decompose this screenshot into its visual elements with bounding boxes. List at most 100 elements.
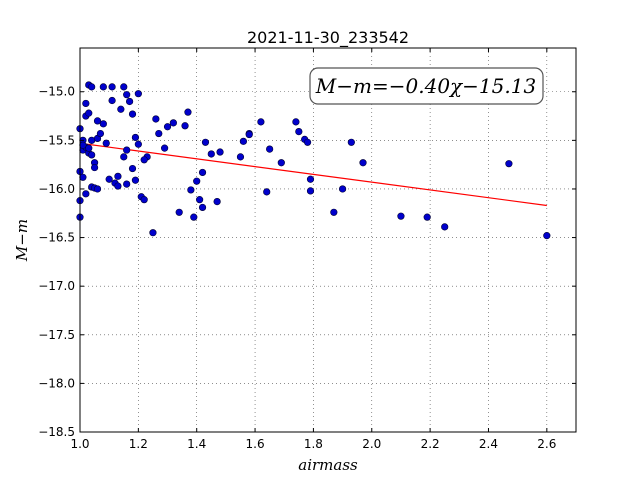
data-point xyxy=(347,138,355,146)
x-tick-label: 1.8 xyxy=(304,437,323,451)
data-point xyxy=(93,185,102,193)
data-point xyxy=(120,83,128,91)
x-tick-label: 2.6 xyxy=(537,437,556,451)
data-point xyxy=(99,120,107,128)
data-point xyxy=(131,133,140,142)
data-point xyxy=(263,188,271,196)
data-point xyxy=(96,129,105,138)
data-point xyxy=(201,138,210,146)
data-point xyxy=(441,223,449,231)
data-point xyxy=(82,99,90,108)
data-point xyxy=(120,153,128,161)
data-point xyxy=(193,177,201,185)
data-point xyxy=(236,153,245,161)
annotation-box xyxy=(309,67,544,105)
data-point xyxy=(85,109,93,117)
data-point xyxy=(175,208,183,216)
data-points xyxy=(76,81,551,240)
data-point xyxy=(134,90,142,98)
x-tick-label: 1.6 xyxy=(246,437,265,451)
data-point xyxy=(140,156,148,164)
data-point xyxy=(216,148,224,156)
data-point xyxy=(102,139,110,147)
data-point xyxy=(277,159,285,167)
data-point xyxy=(295,128,303,136)
data-point xyxy=(184,108,192,116)
data-point xyxy=(397,212,405,220)
data-point xyxy=(152,115,160,123)
data-point xyxy=(198,168,207,177)
x-tick-label: 2.4 xyxy=(479,437,498,451)
data-point xyxy=(114,182,122,190)
data-point xyxy=(123,91,131,99)
y-tick-label: −17.0 xyxy=(38,279,75,293)
data-point xyxy=(105,175,113,183)
data-point xyxy=(161,144,169,152)
x-tick-label: 2.2 xyxy=(421,437,440,451)
x-tick-label: 1.4 xyxy=(187,437,206,451)
data-point xyxy=(131,176,140,184)
data-point xyxy=(126,97,134,106)
plot-frame xyxy=(79,47,577,433)
data-point xyxy=(213,198,221,206)
data-point xyxy=(181,122,189,130)
data-point xyxy=(108,96,116,105)
y-tick-label: −16.5 xyxy=(38,231,75,245)
data-point xyxy=(123,180,131,188)
x-axis-label: airmass xyxy=(298,456,358,474)
data-point xyxy=(292,118,300,126)
data-point xyxy=(196,196,204,204)
axis-ticks: 1.0 1.2 1.4 1.6 1.8 2.0 2.2 2.4 2.6 −15.0 −15.5 −16… xyxy=(38,48,576,451)
x-tick-label: 1.0 xyxy=(70,437,89,451)
y-tick-label: −16.0 xyxy=(38,182,75,196)
x-tick-label: 2.0 xyxy=(362,437,381,451)
data-point xyxy=(359,159,367,167)
y-axis-label: M−m xyxy=(13,219,31,262)
data-point xyxy=(163,123,172,131)
y-tick-label: −17.5 xyxy=(38,328,75,342)
data-point xyxy=(123,146,131,154)
data-point xyxy=(99,83,107,91)
data-point xyxy=(543,232,551,240)
data-point xyxy=(128,164,137,173)
data-point xyxy=(93,117,102,125)
data-point xyxy=(90,163,99,172)
data-point xyxy=(134,140,142,148)
data-point xyxy=(505,160,513,168)
data-point xyxy=(306,187,315,195)
data-point xyxy=(79,173,87,181)
x-tick-label: 1.2 xyxy=(129,437,148,451)
data-point xyxy=(108,83,116,91)
y-tick-label: −18.5 xyxy=(38,425,75,439)
data-point xyxy=(306,175,315,183)
fit-annotation: M−m=−0.40χ−15.13 xyxy=(309,67,544,105)
data-point xyxy=(88,151,96,159)
y-tick-label: −15.0 xyxy=(38,85,75,99)
data-point xyxy=(423,213,431,221)
data-point xyxy=(303,138,312,146)
data-point xyxy=(187,186,195,194)
data-point xyxy=(266,145,274,153)
y-tick-label: −15.5 xyxy=(38,133,75,147)
annotation-text: M−m=−0.40χ−15.13 xyxy=(315,74,536,98)
data-point xyxy=(239,137,247,145)
data-point xyxy=(245,130,253,139)
data-point xyxy=(82,190,90,198)
data-point xyxy=(257,118,265,126)
data-point xyxy=(207,150,215,158)
data-point xyxy=(155,129,163,138)
data-point xyxy=(117,105,125,113)
data-point xyxy=(169,119,177,127)
data-point xyxy=(88,83,96,91)
fit-line-group xyxy=(79,142,547,207)
data-point xyxy=(198,203,207,212)
data-point xyxy=(338,185,347,193)
data-point xyxy=(330,208,338,216)
data-point xyxy=(140,196,148,204)
data-point xyxy=(85,144,93,152)
data-point xyxy=(190,213,198,221)
fit-line xyxy=(79,142,547,207)
data-point xyxy=(149,229,157,237)
y-tick-label: −18.0 xyxy=(38,376,75,390)
